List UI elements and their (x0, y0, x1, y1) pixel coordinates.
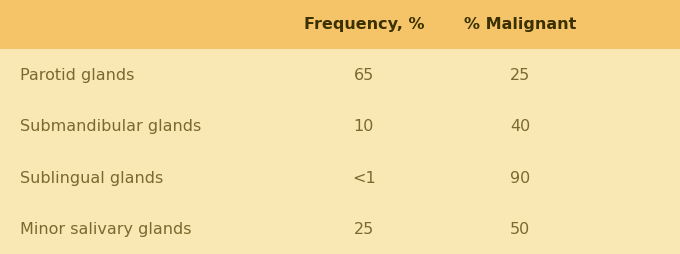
Bar (0, 0, 680, 50)
Text: 25: 25 (354, 221, 374, 236)
Text: 40: 40 (510, 119, 530, 134)
Text: <1: <1 (352, 170, 375, 185)
Text: 90: 90 (510, 170, 530, 185)
Text: 65: 65 (354, 68, 374, 83)
Text: 50: 50 (510, 221, 530, 236)
Text: % Malignant: % Malignant (464, 17, 577, 32)
Text: Submandibular glands: Submandibular glands (20, 119, 202, 134)
Text: Parotid glands: Parotid glands (20, 68, 135, 83)
Text: Sublingual glands: Sublingual glands (20, 170, 164, 185)
Text: Frequency, %: Frequency, % (303, 17, 424, 32)
Text: Minor salivary glands: Minor salivary glands (20, 221, 192, 236)
Text: 25: 25 (510, 68, 530, 83)
Text: 10: 10 (354, 119, 374, 134)
